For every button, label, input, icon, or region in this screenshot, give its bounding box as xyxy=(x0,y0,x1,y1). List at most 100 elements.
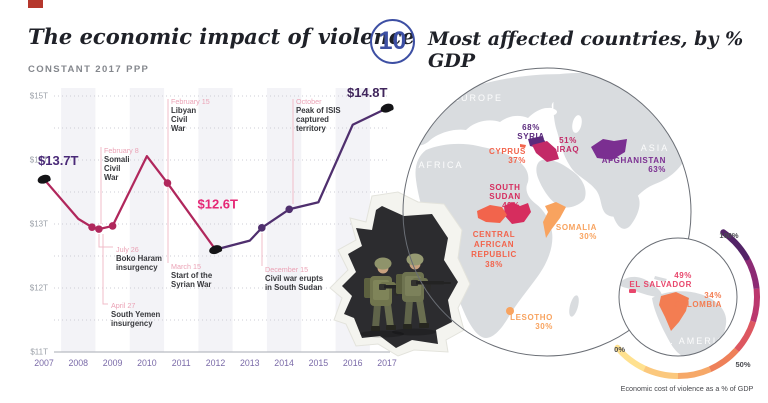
map-land-group xyxy=(410,72,691,338)
label-car-pct: 38% xyxy=(485,260,503,269)
legend-arc xyxy=(614,229,761,380)
data-point-dot xyxy=(285,205,294,214)
continent-label-europe: EUROPE xyxy=(453,93,503,103)
y-tick-label: $13T xyxy=(30,220,48,229)
land-madagascar xyxy=(569,295,579,317)
annotation-date: December 15 xyxy=(265,265,308,274)
annotation-date: February 8 xyxy=(104,146,139,155)
continent-label-africa: AFRICA xyxy=(418,160,463,170)
x-tick-label: 2017 xyxy=(377,358,397,368)
rank-badge: 10 xyxy=(370,19,415,64)
legend-caption: Economic cost of violence as a % of GDP xyxy=(621,384,754,393)
world-map-circle: EUROPE AFRICA ASIA 68% SYRIA 51% IRAQ CY… xyxy=(403,68,691,356)
label-somalia: SOMALIA xyxy=(556,223,597,232)
annotation-date: February 15 xyxy=(171,97,210,106)
label-south-sudan-pct: 49% xyxy=(502,201,520,210)
label-syria: SYRIA xyxy=(517,132,544,141)
x-tick-label: 2008 xyxy=(69,358,89,368)
annotation-date: October xyxy=(296,97,322,106)
soldier-figure-left xyxy=(360,257,419,338)
page-title-right: Most affected countries, by % GDP xyxy=(428,28,744,72)
x-tick-label: 2013 xyxy=(240,358,260,368)
label-somalia-pct: 30% xyxy=(579,232,597,241)
country-shape-el-salvador xyxy=(629,289,636,293)
annotation-line xyxy=(102,234,108,305)
line-series xyxy=(43,155,217,251)
land-india xyxy=(608,188,640,229)
label-lesotho-pct: 30% xyxy=(535,322,553,331)
annotation-text: insurgency xyxy=(116,263,158,272)
soldier-figure-right xyxy=(392,253,451,336)
label-iraq: IRAQ xyxy=(557,145,579,154)
y-tick-label: $11T xyxy=(30,348,48,357)
data-point-dot xyxy=(88,223,96,231)
americas-circle-outline xyxy=(618,237,738,357)
scribble-marker xyxy=(42,175,51,182)
label-lesotho: LESOTHO xyxy=(510,313,553,322)
label-car-3: REPUBLIC xyxy=(471,250,517,259)
annotation-text: in South Sudan xyxy=(265,283,322,292)
label-syria-pct: 68% xyxy=(522,123,540,132)
continent-label-s-america: S. AMERICA xyxy=(662,336,734,346)
label-car-1: CENTRAL xyxy=(473,230,515,239)
legend-label-100: 100% xyxy=(719,231,739,240)
page-title-left: The economic impact of violence xyxy=(28,24,415,49)
annotation-text: Boko Haram xyxy=(116,254,162,263)
red-corner-mark xyxy=(28,0,43,8)
annotation-date: April 27 xyxy=(111,301,135,310)
annotation-text: War xyxy=(104,173,118,182)
label-south-sudan-1: SOUTH xyxy=(490,183,521,192)
x-tick-label: 2010 xyxy=(137,358,157,368)
value-label: $13.7T xyxy=(38,153,79,168)
country-shape-south-sudan xyxy=(504,202,531,224)
country-shape-somalia xyxy=(543,202,566,238)
data-point-dot xyxy=(108,222,117,230)
soldiers-illustration xyxy=(329,191,471,357)
annotation-text: insurgency xyxy=(111,319,153,328)
annotation-text: Libyan xyxy=(171,106,196,115)
country-shape-afghanistan xyxy=(591,139,627,160)
caspian-sea xyxy=(572,115,582,133)
year-band xyxy=(198,88,233,352)
y-tick-label: $12T xyxy=(30,284,48,293)
black-sea xyxy=(539,108,557,116)
annotation-text: captured xyxy=(296,115,329,124)
x-tick-label: 2015 xyxy=(309,358,329,368)
annotation-text: Civil xyxy=(171,115,187,124)
x-tick-label: 2012 xyxy=(206,358,226,368)
country-shape-lesotho xyxy=(506,307,514,315)
y-tick-label: $14T xyxy=(30,156,48,165)
annotation-text: Civil war erupts xyxy=(265,274,324,283)
data-point-dot xyxy=(95,225,103,233)
americas-land-group xyxy=(619,276,727,356)
x-tick-label: 2009 xyxy=(103,358,123,368)
country-shape-colombia xyxy=(659,292,689,331)
annotation-text: War xyxy=(171,124,185,133)
x-tick-label: 2011 xyxy=(172,358,191,368)
scribble-marker xyxy=(385,104,394,111)
label-car-2: AFRICAN xyxy=(474,240,514,249)
land-cuba xyxy=(654,276,667,282)
y-tick-label: $15T xyxy=(30,92,48,101)
legend-label-50: 50% xyxy=(735,360,750,369)
land-africa xyxy=(415,143,553,338)
annotation-text: South Yemen xyxy=(111,310,160,319)
world-map-circle-outline xyxy=(402,67,692,357)
annotation-text: Somali xyxy=(104,155,130,164)
label-colombia-pct: 34% xyxy=(704,291,722,300)
x-tick-label: 2014 xyxy=(274,358,294,368)
americas-map-circle: S. AMERICA 49% EL SALVADOR 34% COLOMBIA xyxy=(618,237,738,357)
country-labels: 68% SYRIA 51% IRAQ CYPRUS 37% AFGHANISTA… xyxy=(471,123,665,331)
data-point-dot xyxy=(258,224,266,232)
annotation-text: Start of the xyxy=(171,271,213,280)
value-label: $14.8T xyxy=(347,85,388,100)
label-south-sudan-2: SUDAN xyxy=(489,192,520,201)
land-europe xyxy=(410,74,580,146)
annotation-text: territory xyxy=(296,124,327,133)
label-el-salvador-pct: 49% xyxy=(674,271,692,280)
country-shape-iraq xyxy=(532,141,559,162)
country-shape-cyprus xyxy=(520,144,526,148)
